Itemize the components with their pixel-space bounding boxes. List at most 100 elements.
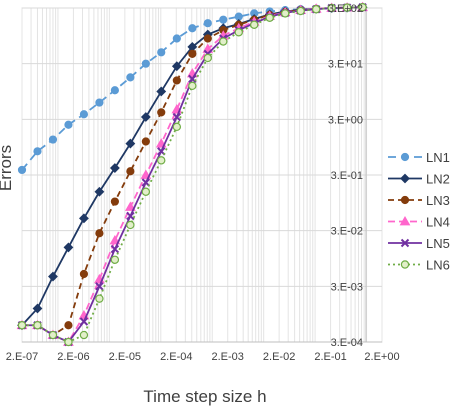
data-point-ln6 — [342, 3, 352, 12]
data-point-ln6 — [250, 20, 259, 29]
data-point-ln3 — [141, 137, 150, 146]
legend-entry-ln3: LN3 — [388, 193, 450, 208]
x-tick-label: 2.E-01 — [314, 351, 346, 363]
data-point-ln4 — [109, 234, 121, 245]
legend-label-ln1: LN1 — [426, 150, 450, 165]
data-point-ln1 — [110, 86, 119, 95]
legend-entry-ln5: LN5 — [388, 236, 450, 251]
legend-marker-ln6 — [400, 260, 410, 269]
data-point-ln2 — [48, 271, 58, 282]
data-point-ln1 — [141, 59, 150, 68]
x-axis-title: Time step size h — [143, 387, 266, 406]
data-point-ln1 — [95, 98, 104, 107]
data-point-ln1 — [79, 110, 89, 119]
x-tick-label: 2.E-02 — [263, 351, 295, 363]
legend-marker-ln2 — [400, 173, 410, 184]
y-tick-label: 3.E-02 — [331, 226, 363, 238]
legend-entry-ln1: LN1 — [388, 150, 450, 165]
data-point-ln6 — [33, 321, 42, 330]
series-layer — [16, 1, 368, 347]
data-point-ln2 — [79, 213, 89, 224]
data-point-ln6 — [48, 330, 58, 340]
legend-label-ln5: LN5 — [426, 236, 450, 251]
y-tick-labels: 3.E-04 3.E-03 3.E-02 3.E-01 3.E+00 3.E+01 3.E+… — [328, 3, 363, 349]
data-point-ln3 — [95, 229, 104, 238]
data-point-ln6 — [17, 321, 27, 330]
legend-entry-ln4: LN4 — [388, 215, 450, 230]
data-point-ln3 — [157, 108, 166, 117]
legend-label-ln3: LN3 — [426, 193, 450, 208]
data-point-ln6 — [157, 156, 166, 165]
legend-marker-ln5 — [400, 238, 410, 248]
legend-label-ln2: LN2 — [426, 172, 450, 187]
data-point-ln5 — [79, 317, 89, 326]
x-tick-label: 2.E-07 — [6, 351, 38, 363]
data-point-ln1 — [172, 34, 181, 43]
data-point-ln6 — [327, 3, 336, 13]
x-tick-label: 2.E+00 — [364, 351, 399, 363]
data-point-ln3 — [126, 167, 135, 176]
data-point-ln2 — [171, 61, 182, 72]
data-point-ln6 — [126, 220, 135, 230]
data-point-ln6 — [110, 255, 120, 264]
data-point-ln5 — [126, 211, 135, 221]
data-point-ln6 — [280, 9, 290, 18]
data-point-ln5 — [172, 112, 182, 122]
legend-marker-ln1 — [400, 152, 410, 162]
data-point-ln1 — [157, 48, 166, 57]
data-point-ln6 — [265, 13, 274, 23]
data-point-ln6 — [219, 37, 228, 46]
data-point-ln6 — [234, 28, 243, 37]
y-tick-label: 3.E-01 — [331, 170, 363, 182]
data-point-ln5 — [95, 282, 104, 291]
data-point-ln5 — [141, 178, 151, 187]
x-tick-label: 2.E-06 — [57, 351, 89, 363]
y-axis-title: Errors — [0, 145, 15, 191]
y-tick-label: 3.E-03 — [331, 281, 363, 293]
data-point-ln6 — [358, 3, 367, 12]
legend-marker-ln3 — [400, 195, 410, 205]
data-point-ln3 — [188, 49, 197, 58]
data-point-ln4 — [125, 201, 136, 211]
data-point-ln5 — [110, 244, 120, 254]
data-point-ln6 — [172, 122, 182, 132]
data-point-ln2 — [125, 138, 136, 149]
data-point-ln1 — [203, 19, 212, 28]
data-point-ln3 — [79, 269, 89, 279]
x-tick-label: 2.E-04 — [160, 351, 192, 363]
data-point-ln6 — [188, 81, 197, 91]
data-point-ln2 — [94, 186, 105, 197]
legend-label-ln4: LN4 — [426, 215, 450, 230]
x-tick-label: 2.E-03 — [212, 351, 244, 363]
data-point-ln5 — [188, 74, 197, 84]
data-point-ln2 — [140, 112, 151, 122]
data-point-ln1 — [188, 24, 197, 33]
x-tick-label: 2.E-05 — [109, 351, 141, 363]
data-point-ln6 — [79, 330, 89, 340]
data-point-ln3 — [203, 34, 212, 43]
legend: LN1 LN2 LN3 LN4 LN5 LN6 — [388, 150, 450, 273]
data-point-ln2 — [109, 163, 120, 173]
y-tick-label: 3.E+01 — [328, 59, 363, 71]
data-point-ln6 — [203, 53, 213, 63]
y-tick-label: 3.E-04 — [331, 337, 363, 349]
data-point-ln6 — [141, 187, 151, 196]
data-point-ln1 — [17, 165, 27, 175]
data-point-ln6 — [296, 6, 305, 16]
x-tick-labels: 2.E-07 2.E-06 2.E-05 2.E-04 2.E-03 2.E-02 2.E-… — [6, 351, 400, 363]
data-point-ln2 — [63, 242, 74, 253]
data-point-ln6 — [311, 5, 321, 14]
data-point-ln3 — [172, 76, 181, 85]
y-tick-label: 3.E+00 — [328, 114, 363, 126]
data-point-ln2 — [156, 86, 167, 97]
y-tick-label: 3.E+02 — [328, 3, 363, 15]
data-point-ln1 — [48, 135, 58, 144]
legend-entry-ln2: LN2 — [388, 172, 450, 187]
data-point-ln2 — [32, 303, 43, 314]
data-point-ln3 — [110, 197, 119, 206]
legend-entry-ln6: LN6 — [388, 258, 450, 273]
legend-label-ln6: LN6 — [426, 258, 450, 273]
data-point-ln3 — [64, 321, 73, 330]
data-point-ln6 — [95, 294, 104, 303]
